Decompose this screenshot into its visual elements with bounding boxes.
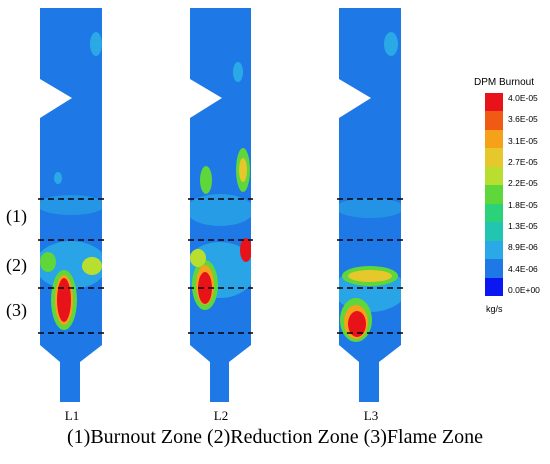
furnace-l2: [190, 8, 251, 402]
legend-tick-label: 2.7E-05: [508, 157, 538, 167]
furnace-l1: [40, 8, 102, 402]
legend-swatch: [485, 166, 503, 186]
legend-swatch: [485, 148, 503, 168]
legend-swatch: [485, 111, 503, 131]
legend-tick-label: 0.0E+00: [508, 285, 540, 295]
zone-marker-1: (1): [6, 206, 27, 226]
legend-tick-label: 3.1E-05: [508, 135, 538, 146]
contour-field-l3: [339, 32, 401, 342]
legend-tick-label: 4.0E-05: [508, 93, 538, 103]
furnace-label-l3: L3: [363, 408, 379, 423]
furnace-label-l2: L2: [213, 408, 229, 423]
legend-tick-label: 4.4E-06: [508, 263, 538, 274]
furnace-l3: [339, 8, 401, 402]
legend-swatch: [485, 222, 503, 242]
contour-field-l1: [40, 32, 102, 330]
legend-swatch: [485, 259, 503, 279]
legend-title: DPM Burnout: [474, 77, 535, 88]
legend-swatch: [485, 185, 503, 205]
contour-field-l2: [190, 62, 251, 310]
zone-boundaries: [38, 198, 403, 334]
furnace-label-l1: L1: [64, 408, 80, 423]
legend-tick-label: 8.9E-06: [508, 242, 538, 253]
legend-tick-label: 1.8E-05: [508, 199, 538, 210]
legend-unit: kg/s: [486, 304, 503, 314]
zone-marker-2: (2): [6, 255, 27, 275]
legend-swatch: [485, 129, 503, 149]
zone-marker-3: (3): [6, 300, 27, 320]
legend-tick-label: 1.3E-05: [508, 221, 538, 231]
legend-tick-label: 2.2E-05: [508, 178, 538, 189]
legend-swatch: [485, 277, 503, 297]
legend-swatch: [485, 93, 503, 112]
legend-swatch: [485, 203, 503, 223]
figure-caption: (1)Burnout Zone (2)Reduction Zone (3)Fla…: [67, 426, 483, 448]
legend-swatch: [485, 240, 503, 260]
legend-tick-label: 3.6E-05: [508, 114, 538, 125]
